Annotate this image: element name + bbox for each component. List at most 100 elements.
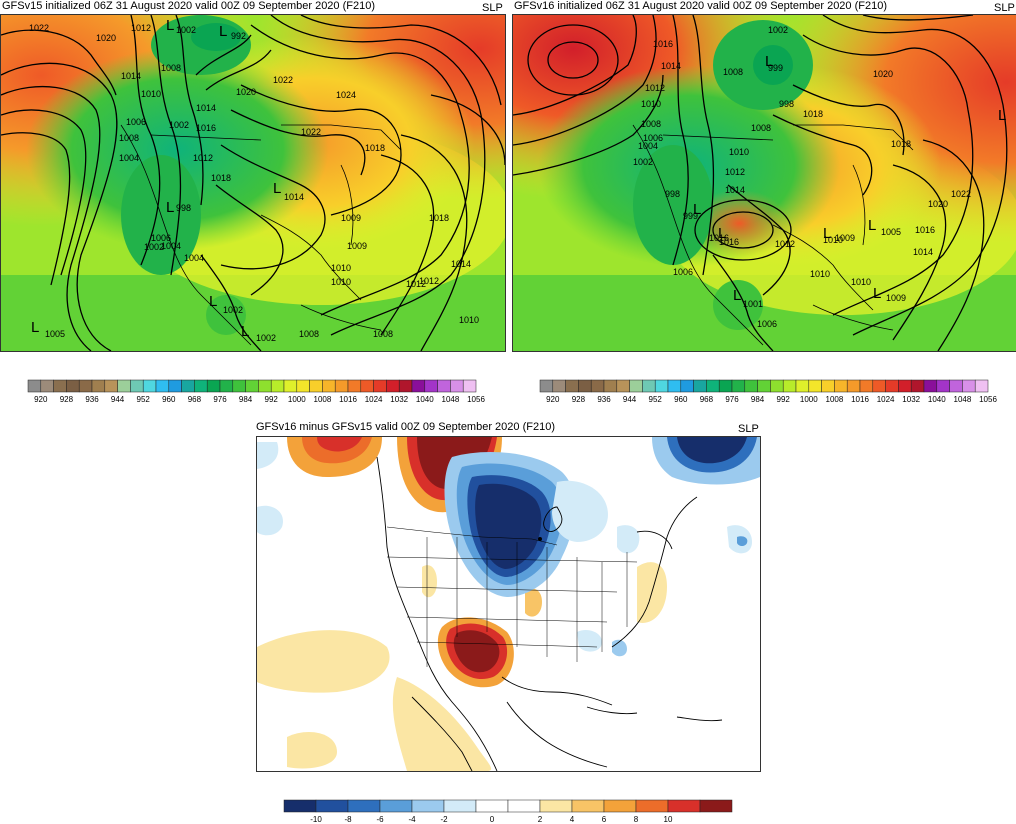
slp-colorbar-tick-label: 968 bbox=[188, 395, 202, 404]
contour-label: 1014 bbox=[284, 192, 305, 202]
contour-label: 1010 bbox=[729, 147, 750, 157]
contour-label: 1008 bbox=[119, 133, 140, 143]
contour-label: 1018 bbox=[803, 109, 824, 119]
slp-colorbar-swatch bbox=[962, 379, 976, 393]
low-center: L bbox=[241, 323, 250, 340]
contour-label: 1008 bbox=[299, 329, 320, 339]
contour-label: 1010 bbox=[141, 89, 162, 99]
contour-label: 1016 bbox=[915, 225, 936, 235]
slp-colorbar-swatch bbox=[578, 379, 592, 393]
contour-label: 1008 bbox=[723, 67, 744, 77]
contour-label: 1006 bbox=[151, 233, 172, 243]
diff-colorbar-swatch bbox=[443, 799, 477, 813]
contour-label: 1012 bbox=[645, 83, 666, 93]
slp-colorbar-swatch bbox=[155, 379, 170, 393]
contour-label: 1012 bbox=[725, 167, 746, 177]
low-center: L bbox=[273, 180, 282, 197]
slp-colorbar-tick-label: 944 bbox=[623, 395, 637, 404]
slp-colorbar-swatch bbox=[629, 379, 643, 393]
slp-colorbar-swatch bbox=[795, 379, 810, 393]
contour-label: 1014 bbox=[121, 71, 142, 81]
diff-colorbar-swatch bbox=[699, 799, 733, 813]
slp-colorbar-swatch bbox=[885, 379, 899, 393]
contour-label: 1012 bbox=[193, 153, 214, 163]
slp-colorbar-tick-label: 1024 bbox=[877, 395, 895, 404]
slp-colorbar-tick-label: 960 bbox=[674, 395, 688, 404]
slp-colorbar-swatch bbox=[731, 379, 746, 393]
contour-label: 1002 bbox=[768, 25, 789, 35]
slp-colorbar-swatch bbox=[616, 379, 630, 393]
slp-colorbar-swatch bbox=[859, 379, 874, 393]
low-center: L bbox=[219, 23, 228, 40]
slp-colorbar-tick-label: 1032 bbox=[390, 395, 408, 404]
low-center: L bbox=[765, 53, 774, 70]
contour-label: 1012 bbox=[131, 23, 152, 33]
contour-label: 1002 bbox=[176, 25, 197, 35]
negative-anomalies bbox=[257, 437, 760, 657]
slp-colorbar-swatch bbox=[565, 379, 579, 393]
diff-colorbar-swatch bbox=[475, 799, 509, 813]
contour-label: 1002 bbox=[144, 242, 165, 252]
positive-anomalies bbox=[257, 437, 667, 771]
slp-colorbar-tick-label: 984 bbox=[751, 395, 765, 404]
contour-label: 1012 bbox=[406, 279, 427, 289]
slp-colorbar-tick-label: 1032 bbox=[902, 395, 920, 404]
slp-colorbar-swatch bbox=[782, 379, 797, 393]
slp-colorbar-tick-label: 920 bbox=[34, 395, 48, 404]
contour-label: 1004 bbox=[161, 241, 182, 251]
slp-colorbar-swatch bbox=[462, 379, 477, 393]
contour-label: 1014 bbox=[196, 103, 217, 113]
diff-colorbar-tick-label: -2 bbox=[440, 815, 448, 824]
slp-colorbar-swatch bbox=[642, 379, 656, 393]
slp-colorbar-swatch bbox=[309, 379, 323, 393]
slp-colorbar-swatch bbox=[654, 379, 669, 393]
gfs16-colorbar: 920 928 936 944 952 960 968 976 984 992 1000 1008 10… bbox=[539, 379, 997, 408]
slp-colorbar-swatch bbox=[322, 379, 336, 393]
diff-colorbar-svg: -10 -8 -6 -4 -2 0 2 4 6 8 10 bbox=[283, 799, 733, 824]
contour-label: 1014 bbox=[913, 247, 934, 257]
contour-label: 1004 bbox=[184, 253, 205, 263]
gfs15-map: 1022 1020 1014 1012 1010 1008 1008 1006 … bbox=[0, 14, 506, 352]
contour-label: 1016 bbox=[709, 233, 730, 243]
slp-colorbar-swatch bbox=[539, 379, 554, 393]
contour-label: 1024 bbox=[336, 90, 357, 100]
contour-label: 1008 bbox=[641, 119, 662, 129]
contour-label: 1012 bbox=[775, 239, 796, 249]
slp-colorbar-swatch bbox=[744, 379, 758, 393]
contour-label: 998 bbox=[665, 189, 681, 199]
slp-colorbar-tick-label: 1040 bbox=[928, 395, 946, 404]
diff-colorbar-swatch bbox=[571, 799, 605, 813]
contour-label: 1006 bbox=[126, 117, 147, 127]
contour-label: 1018 bbox=[429, 213, 450, 223]
diff-colorbar-tick-label: 6 bbox=[602, 815, 607, 824]
slp-colorbar-tick-label: 1000 bbox=[288, 395, 306, 404]
low-center: L bbox=[998, 107, 1007, 124]
political-boundaries bbox=[386, 526, 638, 667]
gfs15-colorbar: 920 928 936 944 952 960 968 976 984 992 1000 1008 10… bbox=[27, 379, 485, 408]
slp-colorbar-tick-label: 1048 bbox=[442, 395, 460, 404]
slp-colorbar-swatch bbox=[834, 379, 848, 393]
slp-colorbar-tick-label: 1008 bbox=[314, 395, 332, 404]
slp-colorbar-swatch bbox=[283, 379, 298, 393]
slp-colorbar-tick-label: 1040 bbox=[416, 395, 434, 404]
diff-colorbar-tick-label: -4 bbox=[408, 815, 416, 824]
slp-colorbar-tick-label: 1056 bbox=[467, 395, 485, 404]
contour-label: 1022 bbox=[951, 189, 972, 199]
contour-label: 1005 bbox=[45, 329, 66, 339]
slp-colorbar-tick-label: 1016 bbox=[851, 395, 869, 404]
contour-label: 1010 bbox=[331, 263, 352, 273]
diff-colorbar-swatch bbox=[507, 799, 541, 813]
slp-colorbar-swatch bbox=[910, 379, 925, 393]
slp-colorbar-swatch bbox=[168, 379, 182, 393]
slp-colorbar-swatch bbox=[296, 379, 310, 393]
contour-label: 1016 bbox=[653, 39, 674, 49]
slp-colorbar-tick-label: 928 bbox=[572, 395, 586, 404]
slp-colorbar-tick-label: 1000 bbox=[800, 395, 818, 404]
contour-label: 1001 bbox=[743, 299, 764, 309]
diff-colorbar-swatch bbox=[347, 799, 381, 813]
gfs16-map: 1016 1014 1012 1010 1008 1008 1006 1004 … bbox=[512, 14, 1016, 352]
slp-colorbar-swatch bbox=[245, 379, 259, 393]
contour-label: 1002 bbox=[256, 333, 277, 343]
diff-colorbar-tick-label: 8 bbox=[634, 815, 639, 824]
low-center: L bbox=[718, 225, 727, 242]
